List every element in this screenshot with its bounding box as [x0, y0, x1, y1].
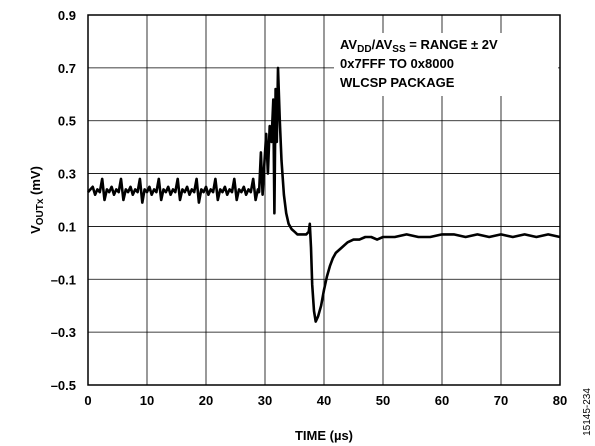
y-tick-label: 0.5: [58, 114, 76, 129]
plot-frame: [87, 14, 561, 386]
annotation-background: [334, 33, 558, 96]
annotation-segment: 0x7FFF TO 0x8000: [340, 56, 454, 71]
y-tick-label: 0.3: [58, 167, 76, 182]
y-tick-label: –0.1: [51, 272, 76, 287]
series-layer: [87, 66, 561, 323]
y-tick-label: 0.1: [58, 219, 76, 234]
figure-id: 15145-234: [582, 388, 593, 436]
y-axis-title-subscript: OUTx: [35, 198, 46, 225]
y-axis-title-unit: (mV): [28, 166, 43, 199]
annotation-line: WLCSP PACKAGE: [340, 75, 455, 90]
y-tick-labels: 0.9 0.7 0.5 0.3 0.1 –0.1 –0.3 –0.5: [51, 8, 76, 393]
annotation-segment: WLCSP PACKAGE: [340, 75, 455, 90]
x-tick-label: 20: [199, 393, 213, 408]
annotation-segment: = RANGE ± 2V: [406, 37, 498, 52]
x-tick-label: 70: [494, 393, 508, 408]
x-tick-label: 60: [435, 393, 449, 408]
series-line: [87, 66, 561, 323]
x-tick-label: 30: [258, 393, 272, 408]
y-tick-label: –0.3: [51, 325, 76, 340]
x-tick-label: 10: [140, 393, 154, 408]
x-tick-label: 40: [317, 393, 331, 408]
y-tick-label: –0.5: [51, 378, 76, 393]
y-tick-label: 0.9: [58, 8, 76, 23]
x-tick-label: 80: [553, 393, 567, 408]
annotation-segment: SS: [392, 44, 406, 55]
x-axis-title: TIME (µs): [295, 428, 353, 443]
annotation-line: AVDD/AVSS = RANGE ± 2V: [340, 37, 498, 55]
annotation-segment: /AV: [372, 37, 393, 52]
y-axis-title-main: V: [28, 225, 43, 234]
annotation-segment: AV: [340, 37, 357, 52]
annotation-segment: DD: [357, 44, 371, 55]
x-tick-label: 50: [376, 393, 390, 408]
x-tick-labels: 0 10 20 30 40 50 60 70 80: [84, 393, 567, 408]
y-tick-label: 0.7: [58, 61, 76, 76]
annotation-line: 0x7FFF TO 0x8000: [340, 56, 454, 71]
x-tick-label: 0: [84, 393, 91, 408]
y-axis-title: VOUTx (mV): [28, 166, 46, 234]
